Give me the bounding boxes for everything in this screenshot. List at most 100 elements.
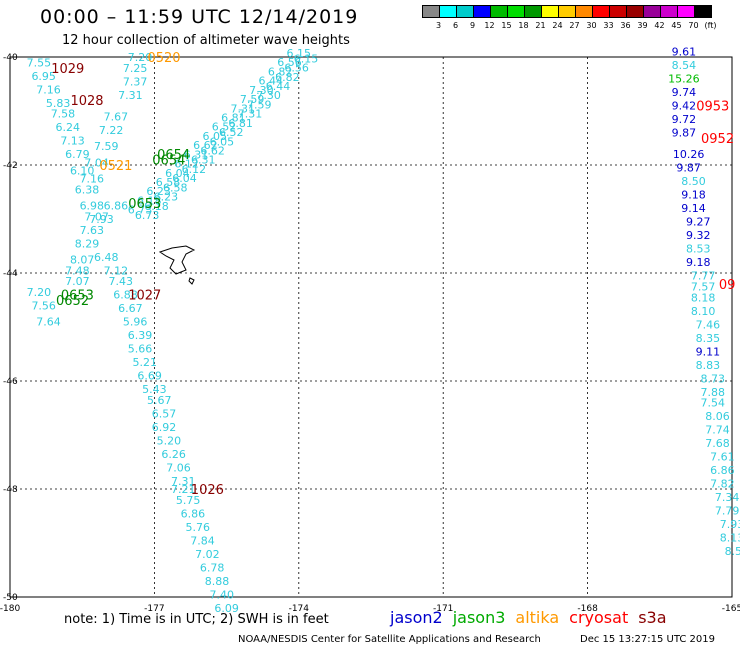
swh-value: 7.43 [108,275,133,288]
swh-value: 8.50 [681,175,706,188]
swh-value: 6.05 [202,130,227,143]
footer-credit: NOAA/NESDIS Center for Satellite Applica… [238,634,541,645]
swh-value: 6.92 [152,421,177,434]
swh-value: 6.05 [210,135,235,148]
swh-value: 7.34 [715,491,740,504]
swh-value: 8.56 [725,545,740,558]
colorbar-label: 24 [552,21,563,30]
swh-value: 7.58 [51,108,76,121]
swh-value: 9.72 [672,113,697,126]
swh-colorbar: 3 6 9 12 15 18 21 24 27 30 33 36 39 42 45 70 (ft) [422,5,719,30]
swh-value: 6.23 [154,191,179,204]
colorbar-label: 3 [435,21,442,30]
swh-value: 6.52 [212,121,237,134]
colorbar-label: 27 [569,21,580,30]
swh-value: 7.12 [104,264,129,277]
swh-value: 9.74 [672,86,697,99]
pass-time-label: 1029 [51,62,84,77]
swh-value: 9.42 [672,100,697,113]
swh-value: 6.10 [70,164,95,177]
swh-value: 7.07 [84,210,109,223]
colorbar-label: 70 [688,21,699,30]
swh-value: 6.58 [163,181,188,194]
pass-time-label: 0952 [701,132,734,147]
swh-value: 7.74 [705,424,730,437]
swh-value: 7.21 [171,483,196,496]
swh-value: 6.79 [65,148,90,161]
pass-time-label: 1026 [191,483,224,498]
colorbar-swatch [694,5,712,18]
swh-value: 9.11 [696,345,721,358]
swh-value: 7.59 [94,140,119,153]
x-tick-label: -171 [433,604,453,614]
swh-value: 6.82 [275,71,300,84]
y-tick-label: -46 [3,377,18,387]
footer-timestamp: Dec 15 13:27:15 UTC 2019 [580,634,715,645]
swh-value: 8.88 [205,575,230,588]
swh-value: 7.02 [195,548,220,561]
swh-value: 15.26 [668,73,700,86]
pass-time-label: 0652 [56,294,89,309]
swh-value: 9.18 [681,189,706,202]
colorbar-label: 18 [518,21,529,30]
map-frame [9,56,733,598]
swh-value: 6.48 [94,251,119,264]
swh-value: 6.24 [56,121,81,134]
swh-value: 10.26 [673,148,705,161]
y-tick-label: -40 [3,53,18,63]
swh-value: 6.15 [287,47,312,60]
swh-value: 6.18 [144,200,169,213]
swh-value: 7.59 [247,98,272,111]
swh-value: 6.23 [146,185,171,198]
colorbar-label: 42 [654,21,665,30]
swh-value: 7.63 [80,224,105,237]
colorbar-labels: 3 6 9 12 15 18 21 24 27 30 33 36 39 42 45 70 (ft) [422,21,719,30]
swh-value: 8.13 [720,532,740,545]
swh-value: 6.26 [161,448,186,461]
swh-value: 7.84 [190,534,215,547]
swh-value: 9.27 [686,216,711,229]
colorbar-label: 12 [484,21,495,30]
colorbar-label: 36 [620,21,631,30]
swh-value: 8.53 [686,243,711,256]
swh-value: 9.14 [681,202,706,215]
swh-value: 8.06 [705,410,730,423]
swh-value: 9.32 [686,229,711,242]
swh-value: 6.18 [137,194,162,207]
swh-value: 7.20 [128,51,153,64]
colorbar-label: 9 [469,21,476,30]
colorbar-label: 21 [535,21,546,30]
swh-value: 6.69 [137,370,162,383]
swh-value: 7.79 [715,505,740,518]
colorbar-label: 33 [603,21,614,30]
swh-value: 6.62 [200,145,225,158]
pass-time-label: 0654 [157,148,190,163]
swh-value: 6.62 [193,139,218,152]
colorbar-label: 30 [586,21,597,30]
swh-value: 7.88 [700,386,725,399]
pass-time-label: 1028 [70,94,103,109]
mission-legend-item: s3a [638,608,667,627]
swh-value: 6.52 [219,126,244,139]
swh-value: 7.31 [238,108,263,121]
swh-value: 7.56 [31,299,56,312]
pass-time-label: 0520 [147,51,180,66]
swh-value: 6.67 [118,302,143,315]
swh-value: 6.38 [75,183,100,196]
y-tick-label: -48 [3,485,18,495]
colorbar-label: 15 [501,21,512,30]
swh-value: 8.18 [691,291,716,304]
swh-value: 5.21 [133,356,158,369]
swh-value: 6.04 [172,172,197,185]
swh-value: 6.73 [128,204,153,217]
swh-value: 7.64 [36,316,61,329]
swh-value: 7.30 [256,89,281,102]
swh-value: 7.04 [84,156,109,169]
colorbar-label: 39 [637,21,648,30]
swh-value: 8.29 [75,237,100,250]
swh-value: 8.73 [700,372,725,385]
swh-value: 6.81 [228,117,253,130]
y-tick-label: -42 [3,161,18,171]
swh-value: 7.40 [210,588,235,601]
swh-value: 7.93 [89,213,114,226]
